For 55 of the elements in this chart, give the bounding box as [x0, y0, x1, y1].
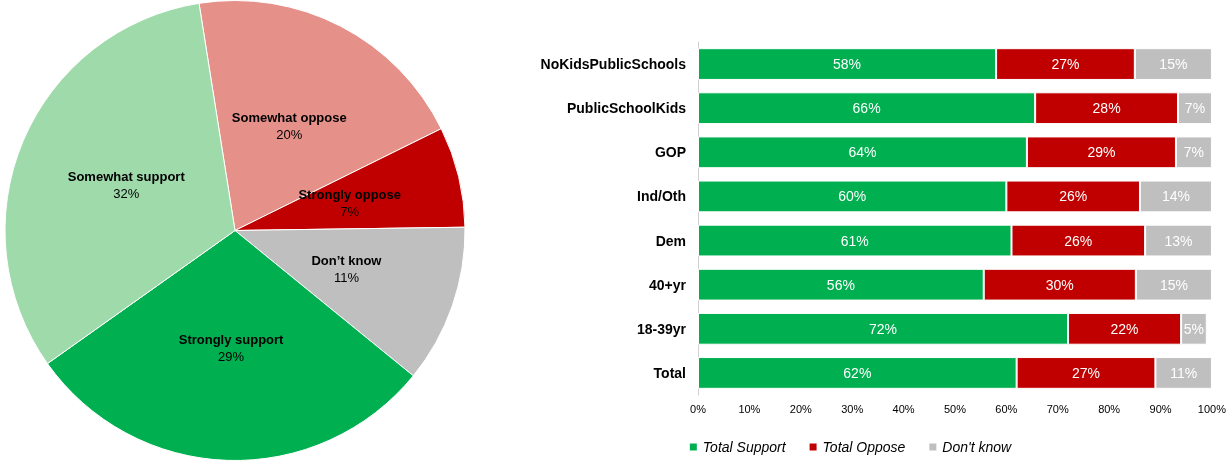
data-label: 7%: [340, 203, 360, 219]
data-label: 56%: [826, 276, 855, 293]
data-label: 27%: [1051, 56, 1080, 73]
data-label: 11%: [333, 270, 360, 286]
data-label: 11%: [1170, 364, 1198, 381]
x-tick-label: 20%: [789, 402, 813, 415]
x-tick-label: 60%: [995, 402, 1018, 415]
x-tick-label: 70%: [1046, 402, 1069, 415]
y-tick-label: Dem: [655, 232, 686, 249]
slice-label: Somewhat support: [67, 168, 186, 184]
data-label: 29%: [1087, 144, 1116, 161]
data-label: 61%: [840, 232, 869, 249]
x-tick-label: 100%: [1197, 402, 1227, 415]
data-label: 60%: [838, 188, 867, 205]
data-label: 15%: [1159, 56, 1188, 73]
data-label: 30%: [1045, 276, 1074, 293]
x-tick-label: 0%: [690, 402, 707, 415]
data-label: 28%: [1092, 100, 1121, 117]
legend-label: Total Support: [702, 439, 787, 455]
data-label: 27%: [1072, 364, 1101, 381]
slice-label: Don’t know: [311, 253, 383, 269]
data-label: 20%: [276, 126, 303, 142]
legend-label: Don't know: [942, 439, 1013, 455]
x-tick-label: 50%: [943, 402, 967, 415]
data-label: 64%: [848, 144, 877, 161]
x-tick-label: 80%: [1098, 402, 1121, 415]
y-tick-label: 18-39yr: [636, 320, 687, 337]
x-tick-label: 30%: [841, 402, 864, 415]
legend-label: Total Oppose: [822, 439, 906, 455]
data-label: 7%: [1183, 144, 1205, 161]
data-label: 14%: [1161, 188, 1190, 205]
data-label: 5%: [1183, 320, 1205, 337]
data-label: 66%: [852, 100, 881, 117]
data-label: 32%: [113, 185, 140, 201]
x-tick-label: 40%: [892, 402, 915, 415]
data-label: 26%: [1059, 188, 1088, 205]
y-tick-label: 40+yr: [649, 276, 687, 293]
data-label: 15%: [1159, 276, 1188, 293]
y-tick-label: Total: [653, 364, 686, 381]
y-tick-label: Ind/Oth: [637, 188, 686, 205]
y-tick-label: PublicSchoolKids: [566, 100, 687, 117]
data-label: 29%: [218, 349, 245, 365]
slice-label: Somewhat oppose: [231, 109, 347, 125]
y-tick-label: NoKidsPublicSchools: [540, 56, 687, 73]
data-label: 58%: [833, 56, 862, 73]
data-label: 13%: [1164, 232, 1193, 249]
x-tick-label: 10%: [738, 402, 761, 415]
data-label: 22%: [1110, 320, 1139, 337]
data-label: 7%: [1184, 100, 1206, 117]
x-tick-label: 90%: [1149, 402, 1172, 415]
slice-label: Strongly support: [178, 332, 285, 348]
y-tick-label: GOP: [654, 144, 686, 161]
data-label: 62%: [843, 364, 872, 381]
data-label: 72%: [869, 320, 898, 337]
data-label: 26%: [1064, 232, 1093, 249]
